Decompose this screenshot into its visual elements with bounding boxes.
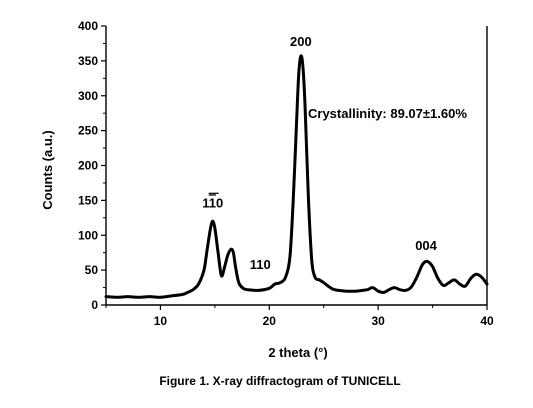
y-tick-label: 50 (85, 263, 99, 277)
x-tick-label: 10 (154, 314, 168, 328)
peak-label-200: 200 (290, 34, 312, 49)
peak-labels: 110 110 200 004 (202, 34, 437, 272)
y-tick-label: 300 (78, 89, 98, 103)
y-tick-label: 0 (91, 298, 98, 312)
peak-label-110-bar: 110 (202, 195, 223, 210)
y-tick-label: 100 (78, 228, 98, 242)
y-tick-label: 150 (78, 193, 98, 207)
y-axis-title: Counts (a.u.) (40, 130, 55, 209)
x-tick-label: 40 (480, 314, 494, 328)
x-tick-label: 30 (371, 314, 385, 328)
figure-caption: Figure 1. X-ray diffractogram of TUNICEL… (159, 374, 400, 388)
x-axis-title: 2 theta (°) (268, 345, 327, 360)
axes: 0 50 100 150 200 250 300 350 400 10 20 30 40 (78, 19, 494, 328)
peak-label-004: 004 (415, 238, 437, 253)
peak-label-110: 110 (250, 257, 271, 272)
y-tick-label: 250 (78, 124, 98, 138)
y-tick-label: 350 (78, 54, 98, 68)
y-tick-label: 200 (78, 159, 98, 173)
diffractogram-line (104, 54, 489, 299)
x-tick-label: 20 (263, 314, 277, 328)
crystallinity-annotation: Crystallinity: 89.07±1.60% (308, 106, 467, 121)
y-tick-label: 400 (78, 19, 98, 33)
